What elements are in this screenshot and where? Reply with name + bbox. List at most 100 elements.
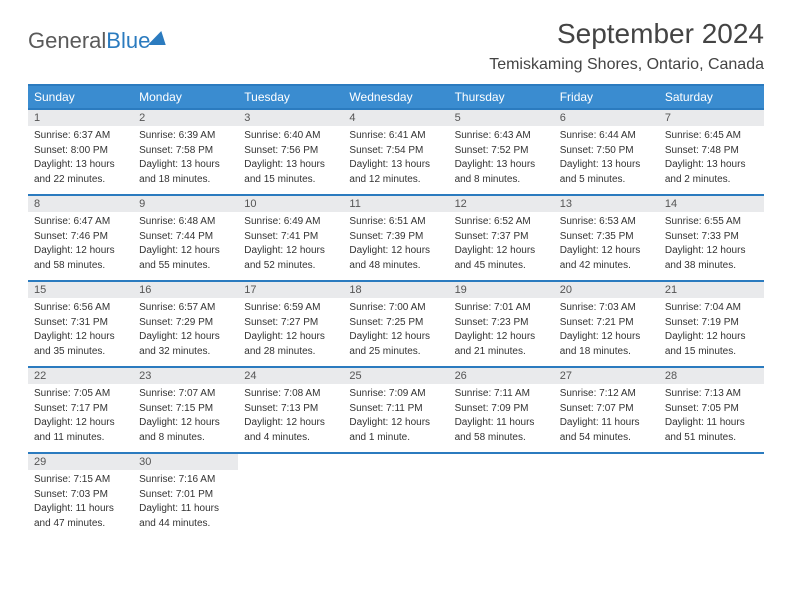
day-d1: Daylight: 12 hours bbox=[34, 416, 127, 430]
calendar-cell-empty bbox=[659, 452, 764, 538]
day-sr: Sunrise: 7:15 AM bbox=[34, 473, 127, 487]
day-number: 4 bbox=[343, 110, 448, 126]
day-ss: Sunset: 7:31 PM bbox=[34, 316, 127, 330]
day-sr: Sunrise: 6:40 AM bbox=[244, 129, 337, 143]
day-d2: and 21 minutes. bbox=[455, 345, 548, 359]
day-d1: Daylight: 13 hours bbox=[244, 158, 337, 172]
day-number: 8 bbox=[28, 196, 133, 212]
calendar-cell: 25Sunrise: 7:09 AMSunset: 7:11 PMDayligh… bbox=[343, 366, 448, 452]
day-sr: Sunrise: 6:57 AM bbox=[139, 301, 232, 315]
day-sr: Sunrise: 6:49 AM bbox=[244, 215, 337, 229]
day-d2: and 15 minutes. bbox=[665, 345, 758, 359]
day-d2: and 15 minutes. bbox=[244, 173, 337, 187]
day-number: 5 bbox=[449, 110, 554, 126]
day-d2: and 45 minutes. bbox=[455, 259, 548, 273]
calendar-cell: 6Sunrise: 6:44 AMSunset: 7:50 PMDaylight… bbox=[554, 108, 659, 194]
day-sr: Sunrise: 7:12 AM bbox=[560, 387, 653, 401]
day-d1: Daylight: 12 hours bbox=[560, 244, 653, 258]
header: GeneralBlue September 2024 Temiskaming S… bbox=[28, 18, 764, 74]
day-ss: Sunset: 7:46 PM bbox=[34, 230, 127, 244]
day-sr: Sunrise: 6:48 AM bbox=[139, 215, 232, 229]
calendar-cell: 15Sunrise: 6:56 AMSunset: 7:31 PMDayligh… bbox=[28, 280, 133, 366]
day-info: Sunrise: 6:56 AMSunset: 7:31 PMDaylight:… bbox=[28, 298, 133, 365]
day-info: Sunrise: 6:43 AMSunset: 7:52 PMDaylight:… bbox=[449, 126, 554, 193]
calendar-cell: 1Sunrise: 6:37 AMSunset: 8:00 PMDaylight… bbox=[28, 108, 133, 194]
day-d1: Daylight: 11 hours bbox=[560, 416, 653, 430]
day-d1: Daylight: 13 hours bbox=[560, 158, 653, 172]
day-ss: Sunset: 7:33 PM bbox=[665, 230, 758, 244]
day-d2: and 44 minutes. bbox=[139, 517, 232, 531]
day-d1: Daylight: 11 hours bbox=[455, 416, 548, 430]
day-info: Sunrise: 7:08 AMSunset: 7:13 PMDaylight:… bbox=[238, 384, 343, 451]
calendar-cell: 16Sunrise: 6:57 AMSunset: 7:29 PMDayligh… bbox=[133, 280, 238, 366]
day-d2: and 58 minutes. bbox=[455, 431, 548, 445]
day-d2: and 12 minutes. bbox=[349, 173, 442, 187]
day-info: Sunrise: 6:37 AMSunset: 8:00 PMDaylight:… bbox=[28, 126, 133, 193]
day-info: Sunrise: 6:52 AMSunset: 7:37 PMDaylight:… bbox=[449, 212, 554, 279]
calendar-cell: 27Sunrise: 7:12 AMSunset: 7:07 PMDayligh… bbox=[554, 366, 659, 452]
day-info: Sunrise: 6:48 AMSunset: 7:44 PMDaylight:… bbox=[133, 212, 238, 279]
day-d1: Daylight: 12 hours bbox=[244, 244, 337, 258]
day-d1: Daylight: 11 hours bbox=[34, 502, 127, 516]
logo-text: GeneralBlue bbox=[28, 28, 150, 54]
day-d2: and 2 minutes. bbox=[665, 173, 758, 187]
day-ss: Sunset: 7:17 PM bbox=[34, 402, 127, 416]
day-d2: and 51 minutes. bbox=[665, 431, 758, 445]
day-d1: Daylight: 12 hours bbox=[139, 416, 232, 430]
day-sr: Sunrise: 6:59 AM bbox=[244, 301, 337, 315]
day-d2: and 54 minutes. bbox=[560, 431, 653, 445]
day-number: 29 bbox=[28, 454, 133, 470]
day-d2: and 18 minutes. bbox=[139, 173, 232, 187]
day-d1: Daylight: 13 hours bbox=[349, 158, 442, 172]
day-info: Sunrise: 7:04 AMSunset: 7:19 PMDaylight:… bbox=[659, 298, 764, 365]
calendar-cell: 12Sunrise: 6:52 AMSunset: 7:37 PMDayligh… bbox=[449, 194, 554, 280]
day-sr: Sunrise: 6:37 AM bbox=[34, 129, 127, 143]
day-number: 7 bbox=[659, 110, 764, 126]
day-ss: Sunset: 7:19 PM bbox=[665, 316, 758, 330]
day-ss: Sunset: 7:21 PM bbox=[560, 316, 653, 330]
day-number: 19 bbox=[449, 282, 554, 298]
day-info: Sunrise: 7:13 AMSunset: 7:05 PMDaylight:… bbox=[659, 384, 764, 451]
day-ss: Sunset: 7:54 PM bbox=[349, 144, 442, 158]
day-number: 23 bbox=[133, 368, 238, 384]
day-d2: and 47 minutes. bbox=[34, 517, 127, 531]
day-d1: Daylight: 12 hours bbox=[665, 330, 758, 344]
day-ss: Sunset: 7:01 PM bbox=[139, 488, 232, 502]
day-sr: Sunrise: 6:47 AM bbox=[34, 215, 127, 229]
day-number: 11 bbox=[343, 196, 448, 212]
day-ss: Sunset: 7:11 PM bbox=[349, 402, 442, 416]
calendar-cell: 20Sunrise: 7:03 AMSunset: 7:21 PMDayligh… bbox=[554, 280, 659, 366]
day-d1: Daylight: 11 hours bbox=[139, 502, 232, 516]
day-sr: Sunrise: 6:56 AM bbox=[34, 301, 127, 315]
day-number: 26 bbox=[449, 368, 554, 384]
calendar-cell-empty bbox=[343, 452, 448, 538]
day-number: 30 bbox=[133, 454, 238, 470]
day-sr: Sunrise: 7:08 AM bbox=[244, 387, 337, 401]
day-number: 14 bbox=[659, 196, 764, 212]
day-sr: Sunrise: 6:53 AM bbox=[560, 215, 653, 229]
dow-header: Tuesday bbox=[238, 86, 343, 108]
day-ss: Sunset: 7:07 PM bbox=[560, 402, 653, 416]
day-d2: and 28 minutes. bbox=[244, 345, 337, 359]
day-info: Sunrise: 7:00 AMSunset: 7:25 PMDaylight:… bbox=[343, 298, 448, 365]
day-number: 10 bbox=[238, 196, 343, 212]
day-info: Sunrise: 6:55 AMSunset: 7:33 PMDaylight:… bbox=[659, 212, 764, 279]
logo: GeneralBlue bbox=[28, 28, 168, 54]
day-info: Sunrise: 7:16 AMSunset: 7:01 PMDaylight:… bbox=[133, 470, 238, 537]
day-d1: Daylight: 12 hours bbox=[349, 330, 442, 344]
day-d1: Daylight: 12 hours bbox=[455, 244, 548, 258]
day-ss: Sunset: 7:48 PM bbox=[665, 144, 758, 158]
day-ss: Sunset: 7:52 PM bbox=[455, 144, 548, 158]
day-d1: Daylight: 11 hours bbox=[665, 416, 758, 430]
day-ss: Sunset: 7:39 PM bbox=[349, 230, 442, 244]
day-d1: Daylight: 12 hours bbox=[139, 330, 232, 344]
calendar-grid: SundayMondayTuesdayWednesdayThursdayFrid… bbox=[28, 84, 764, 538]
day-info: Sunrise: 6:41 AMSunset: 7:54 PMDaylight:… bbox=[343, 126, 448, 193]
dow-header: Monday bbox=[133, 86, 238, 108]
day-ss: Sunset: 7:44 PM bbox=[139, 230, 232, 244]
day-d2: and 35 minutes. bbox=[34, 345, 127, 359]
day-ss: Sunset: 7:13 PM bbox=[244, 402, 337, 416]
day-ss: Sunset: 7:58 PM bbox=[139, 144, 232, 158]
day-info: Sunrise: 7:05 AMSunset: 7:17 PMDaylight:… bbox=[28, 384, 133, 451]
calendar-cell: 19Sunrise: 7:01 AMSunset: 7:23 PMDayligh… bbox=[449, 280, 554, 366]
